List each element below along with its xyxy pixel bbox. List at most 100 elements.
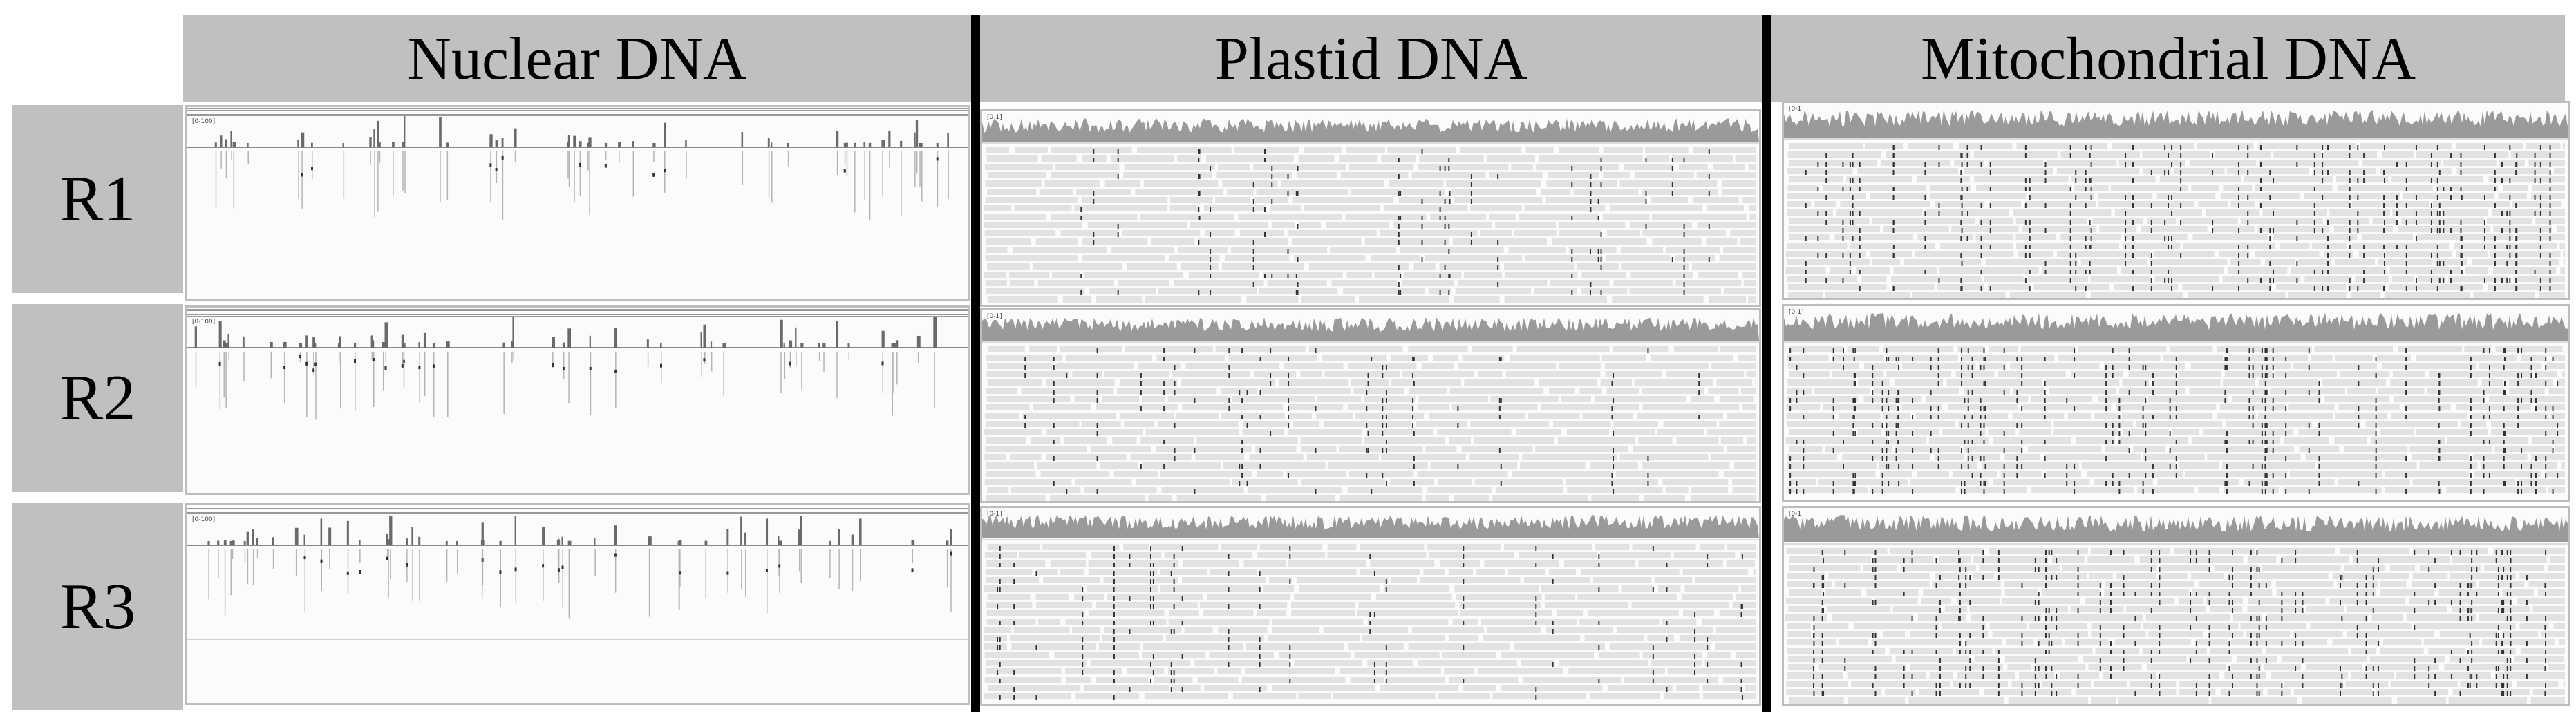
mismatch-mark [2085,170,2087,175]
mismatch-mark [1385,440,1387,444]
mismatch-mark [1886,456,1888,461]
read-bar [1890,437,1927,444]
mismatch-mark [2549,278,2551,283]
mismatch-mark [2497,633,2499,638]
read-bar [2208,631,2244,637]
mismatch-mark [2544,691,2546,696]
mismatch-mark [2517,348,2519,353]
mismatch-mark [2105,481,2107,486]
mismatch-mark [1897,440,1899,444]
read-bar [2105,581,2194,587]
read-bar [1651,660,1702,666]
mismatch-mark [2171,195,2173,200]
mismatch-mark [2349,178,2351,183]
read-stack [727,549,728,593]
read-bar [2160,565,2210,571]
read-stack [562,549,564,608]
mismatch-mark [2428,674,2430,679]
mismatch-mark [2509,220,2511,225]
mismatch-mark [1821,658,1823,663]
mismatch-mark [1598,587,1600,592]
read-stack [854,151,856,213]
read-stack [632,151,634,197]
read-bar [1437,429,1512,435]
read-bar [1979,363,2006,369]
mismatch-mark [2341,674,2343,679]
read-bar [1567,487,1663,493]
read-bar [2114,209,2202,216]
mismatch-mark [1872,390,1874,395]
read-bar [1203,610,1254,616]
read-bar [1037,280,1114,286]
read-bar [1786,598,1872,604]
mismatch-mark [1989,228,1991,233]
mismatch-mark [1117,174,1119,179]
mismatch-mark [2372,608,2374,613]
mismatch-mark [2322,170,2324,175]
mismatch-mark [2252,406,2254,411]
mismatch-mark [1198,207,1200,212]
read-bar [2185,471,2288,477]
read-bar [1417,471,1508,477]
mismatch-mark [1066,489,1068,494]
mismatch-mark [2494,278,2496,283]
mismatch-mark [1980,365,1982,370]
mismatch-mark [1252,257,1254,262]
read-bar [1930,185,1972,191]
mismatch-mark [1844,658,1846,663]
mismatch-mark [2552,448,2554,453]
mismatch-mark [2208,550,2210,555]
mismatch-mark [2226,348,2228,353]
mismatch-mark [2171,245,2173,249]
read-bar [1418,164,1509,170]
read-bar [1840,201,1930,207]
read-bar [1272,627,1319,633]
coverage-peak [787,142,789,147]
mismatch-mark [2483,220,2485,225]
mismatch-mark [2109,550,2112,555]
read-bar [2380,648,2424,654]
mismatch-mark [2045,583,2047,588]
mismatch-mark [1024,365,1026,370]
read-bar [1733,462,1756,469]
mismatch-mark [1683,158,1685,162]
read-bar [1612,429,1655,435]
mismatch-mark [2534,178,2536,183]
read-bar [2232,396,2321,402]
mismatch-mark [2459,583,2461,588]
coverage-scale-label: [0-100] [192,516,216,523]
read-bar [1294,660,1362,666]
mismatch-mark [2471,550,2473,555]
read-bar [1970,614,2042,621]
mismatch-mark [1960,153,1962,158]
read-bar [2261,565,2341,571]
mismatch-mark [2450,228,2452,233]
read-stack [247,151,249,164]
mismatch-mark [2405,390,2407,395]
read-bar [2460,421,2487,427]
read-bar [1979,565,2060,571]
read-bar [1993,437,2071,444]
read-bar [2122,243,2181,249]
mismatch-mark [2285,473,2287,478]
mismatch-mark [2164,145,2166,150]
mismatch-mark [2539,145,2541,150]
read-bar [2112,143,2194,149]
mismatch-mark [1140,381,1142,386]
mismatch-mark [2258,691,2260,696]
mismatch-mark [2145,456,2147,461]
mismatch-mark [2349,170,2351,175]
mismatch-mark [2195,650,2197,654]
mismatch-mark [2383,170,2385,175]
read-bar [2472,454,2528,460]
read-bar [1559,147,1599,153]
read-bar [1919,689,1980,695]
read-bar [2347,631,2434,637]
read-bar [1853,623,1939,629]
mismatch-mark [2495,641,2497,646]
read-bar [1642,388,1704,394]
mismatch-mark [2476,550,2478,555]
mismatch-mark [1852,431,1854,436]
mismatch-mark [2405,187,2407,191]
mismatch-mark [1398,158,1400,162]
